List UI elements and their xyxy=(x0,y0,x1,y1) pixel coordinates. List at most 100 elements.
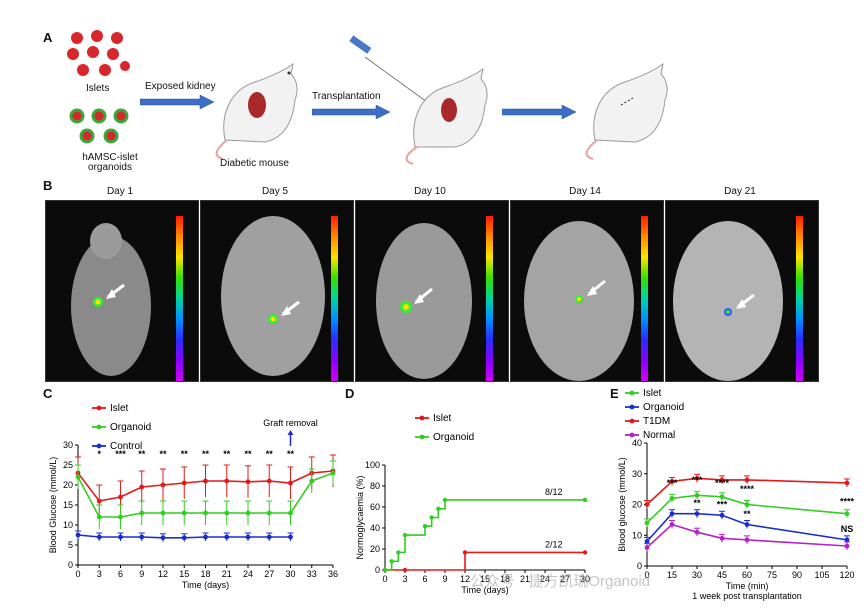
transplantation-illustration xyxy=(349,35,488,165)
panel-c-letter: C xyxy=(43,386,53,401)
data-point xyxy=(245,510,251,516)
series-line-islet xyxy=(646,494,848,524)
data-point xyxy=(203,510,208,516)
series-line-organoid xyxy=(385,499,585,571)
legend-label: Organoid xyxy=(110,422,151,433)
step1-label: Exposed kidney xyxy=(145,81,216,92)
x-axis-label-2: 1 week post transplantation xyxy=(692,591,802,601)
data-point xyxy=(266,478,272,484)
arrow-right-icon xyxy=(502,105,577,119)
legend-label: Islet xyxy=(433,413,452,424)
significance-marker: ** xyxy=(181,449,189,459)
legend-label: Normal xyxy=(643,430,675,441)
data-point xyxy=(844,480,850,486)
data-point xyxy=(96,514,102,520)
panel-d-letter: D xyxy=(345,386,355,401)
day-label: Day 21 xyxy=(724,186,756,197)
data-point xyxy=(582,550,588,555)
x-tick-label: 105 xyxy=(814,570,829,580)
x-tick-label: 120 xyxy=(839,570,854,580)
data-point xyxy=(181,535,187,541)
x-tick-label: 12 xyxy=(158,569,168,579)
chart-normoglycaemia: 0 3 6 9 12 15 18 21 24 27 30 0 20 40 60 80 100 Time (days… xyxy=(355,413,590,595)
data-point xyxy=(118,514,123,520)
colorbar xyxy=(486,216,493,381)
y-tick-label: 30 xyxy=(63,440,73,450)
data-point xyxy=(442,497,448,503)
x-tick-label: 21 xyxy=(520,574,530,584)
colorbar xyxy=(331,216,338,381)
bioluminescence-image-day-1 xyxy=(45,200,199,382)
y-tick-label: 10 xyxy=(632,530,642,540)
significance-marker: ** xyxy=(244,449,252,459)
arrow-right-icon xyxy=(140,95,215,109)
y-tick-label: 60 xyxy=(370,502,380,512)
legend-label: Control xyxy=(110,441,142,452)
data-point xyxy=(224,478,230,484)
step2-label: Transplantation xyxy=(312,91,381,102)
x-tick-label: 27 xyxy=(264,569,274,579)
x-tick-label: 90 xyxy=(792,570,802,580)
significance-marker: *** xyxy=(667,478,678,488)
data-point xyxy=(402,567,408,573)
data-point xyxy=(224,510,230,516)
significance-marker: ** xyxy=(202,449,210,459)
bioluminescence-image-day-5 xyxy=(200,200,354,382)
legend-marker xyxy=(629,404,635,410)
data-point xyxy=(96,498,102,504)
islets-label: Islets xyxy=(86,83,110,94)
legend-marker xyxy=(629,390,635,396)
x-tick-label: 3 xyxy=(97,569,102,579)
legend-label: T1DM xyxy=(643,416,670,427)
data-point xyxy=(744,537,750,543)
significance-marker: **** xyxy=(715,478,730,488)
y-tick-label: 30 xyxy=(632,469,642,479)
arrow-right-icon xyxy=(312,105,391,119)
data-point xyxy=(644,545,650,550)
y-tick-label: 20 xyxy=(632,500,642,510)
end-label: 8/12 xyxy=(545,487,563,497)
data-point xyxy=(389,559,394,564)
legend-marker xyxy=(629,432,635,438)
x-axis-label: Time (days) xyxy=(461,585,508,595)
diabetic-mouse-illustration xyxy=(215,62,298,160)
islets-illustration xyxy=(67,30,130,76)
data-point xyxy=(266,510,272,516)
data-point xyxy=(288,534,293,540)
data-point xyxy=(694,475,700,481)
y-tick-label: 5 xyxy=(68,540,73,550)
data-point xyxy=(436,506,441,511)
x-tick-label: 6 xyxy=(422,574,427,584)
y-tick-label: 10 xyxy=(63,520,73,530)
mouse-label: Diabetic mouse xyxy=(220,158,289,169)
significance-marker: * xyxy=(97,449,101,459)
data-point xyxy=(160,535,166,541)
x-axis-label: Time (min) xyxy=(726,581,769,591)
data-point xyxy=(245,534,251,540)
data-point xyxy=(669,522,675,527)
data-point xyxy=(96,534,102,540)
significance-marker: ** xyxy=(743,509,751,519)
x-tick-label: 45 xyxy=(717,570,727,580)
day-label: Day 10 xyxy=(414,186,446,197)
legend-label: Organoid xyxy=(643,402,684,413)
legend-marker xyxy=(96,443,102,449)
y-tick-label: 20 xyxy=(370,544,380,554)
annotation-arrowhead xyxy=(287,430,294,435)
annotation-label: Graft removal xyxy=(263,418,318,428)
data-point xyxy=(288,480,293,486)
colorbar xyxy=(641,216,648,381)
y-tick-label: 100 xyxy=(365,460,380,470)
data-point xyxy=(288,510,293,516)
panel-a-letter: A xyxy=(43,30,53,45)
series-line-t1dm xyxy=(646,477,848,506)
legend-marker xyxy=(419,434,425,440)
x-tick-label: 33 xyxy=(307,569,317,579)
data-point xyxy=(844,543,850,549)
data-point xyxy=(644,539,650,544)
significance-marker: *** xyxy=(115,449,126,459)
data-point xyxy=(422,524,428,529)
data-point xyxy=(139,484,145,490)
significance-marker: ** xyxy=(159,449,167,459)
